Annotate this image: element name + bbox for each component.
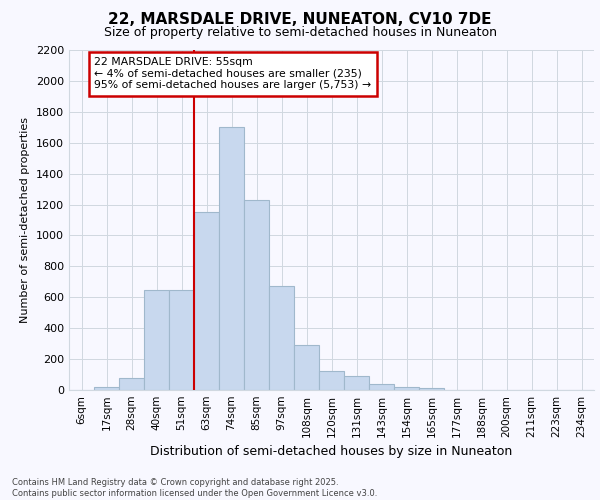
Y-axis label: Number of semi-detached properties: Number of semi-detached properties — [20, 117, 31, 323]
Text: Size of property relative to semi-detached houses in Nuneaton: Size of property relative to semi-detach… — [104, 26, 497, 39]
Text: 22, MARSDALE DRIVE, NUNEATON, CV10 7DE: 22, MARSDALE DRIVE, NUNEATON, CV10 7DE — [108, 12, 492, 26]
Bar — [94, 387, 119, 390]
Bar — [319, 372, 344, 390]
Bar — [269, 286, 294, 390]
Bar — [119, 378, 144, 390]
Bar — [144, 290, 169, 390]
Bar — [344, 376, 369, 390]
Bar — [369, 384, 394, 390]
Bar — [244, 200, 269, 390]
X-axis label: Distribution of semi-detached houses by size in Nuneaton: Distribution of semi-detached houses by … — [151, 446, 512, 458]
Bar — [219, 128, 244, 390]
Text: Contains HM Land Registry data © Crown copyright and database right 2025.
Contai: Contains HM Land Registry data © Crown c… — [12, 478, 377, 498]
Bar — [419, 388, 444, 390]
Bar — [194, 212, 219, 390]
Text: 22 MARSDALE DRIVE: 55sqm
← 4% of semi-detached houses are smaller (235)
95% of s: 22 MARSDALE DRIVE: 55sqm ← 4% of semi-de… — [94, 57, 371, 90]
Bar — [169, 290, 194, 390]
Bar — [394, 387, 419, 390]
Bar — [294, 345, 319, 390]
